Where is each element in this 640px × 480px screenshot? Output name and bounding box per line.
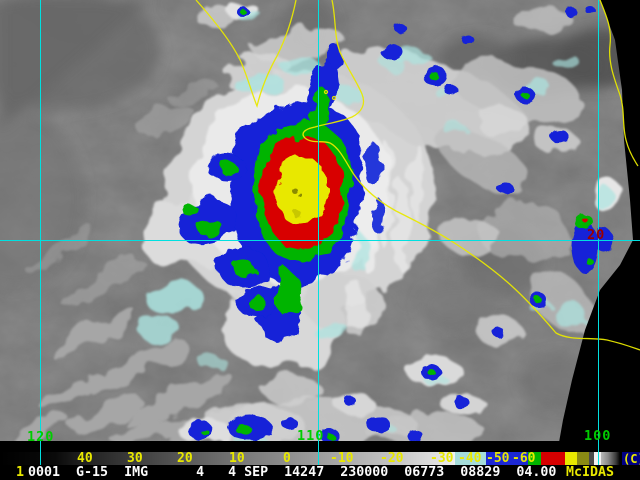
longitude-grid-line xyxy=(40,0,41,466)
colorbar xyxy=(0,452,640,465)
island xyxy=(331,95,337,101)
mcidas-brand: McIDAS xyxy=(566,465,615,480)
island xyxy=(323,89,329,95)
longitude-grid-line xyxy=(318,0,319,466)
scan-edge-mask xyxy=(559,0,640,441)
storm-core-speckles xyxy=(291,187,303,219)
longitude-grid-line xyxy=(598,0,599,466)
coastline-gulf xyxy=(599,0,639,167)
frame-number: 1 xyxy=(16,465,25,480)
storm-system xyxy=(177,44,384,342)
status-bar: 1 0001 G-15 IMG 4 4 SEP 14247 230000 067… xyxy=(0,465,640,480)
convective-cells xyxy=(188,6,613,441)
coastline-baja xyxy=(195,0,297,109)
coastline-mainland xyxy=(302,0,640,351)
coastline-overlay xyxy=(195,0,640,351)
latitude-grid-line xyxy=(0,240,640,241)
storm-yellow-core xyxy=(275,155,327,226)
status-text: 0001 G-15 IMG 4 4 SEP 14247 230000 06773… xyxy=(28,465,557,480)
